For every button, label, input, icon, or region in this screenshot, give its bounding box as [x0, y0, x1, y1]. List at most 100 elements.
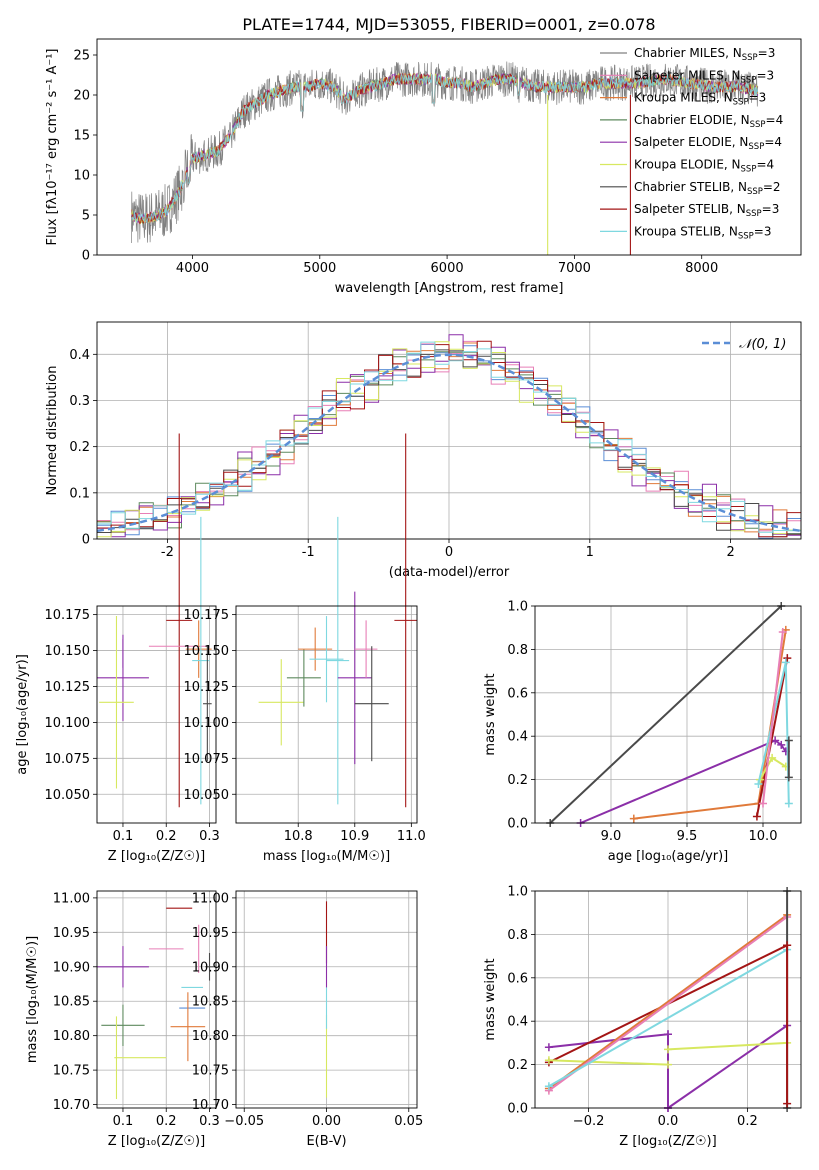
x-tick-label: 9.0 — [601, 829, 622, 844]
y-axis-label: mass [log₁₀(M/M☉)] — [25, 936, 40, 1063]
y-tick-label: 0 — [82, 249, 90, 264]
y-tick-label: 10.80 — [192, 1029, 229, 1044]
plus-marker — [783, 941, 792, 950]
plus-marker — [783, 1099, 792, 1108]
mass_vs_z-frame — [96, 890, 217, 1109]
errorbar-point — [203, 646, 212, 762]
y-tick-label: 0.0 — [507, 1102, 528, 1117]
spectrum-data-line — [131, 61, 759, 244]
y-axis-label: mass weight — [483, 958, 498, 1040]
x-tick-label: 0.00 — [312, 1114, 341, 1129]
x-tick-label: 2 — [726, 545, 734, 560]
series-line-salpeter_miles — [762, 631, 784, 804]
age_vs_mass-points — [258, 433, 417, 808]
y-tick-label: 10.075 — [184, 752, 230, 767]
massweight_vs_z-axes: −0.2 0.0 0.2 0.0 0.2 0.4 0.6 0.8 1.0 Z [log₁₀(Z/Z… — [483, 885, 801, 1149]
mass_vs_z-axes: 0.1 0.2 0.3 10.70 10.75 10.80 10.85 10.90 10.95 1… — [25, 891, 220, 1149]
x-tick-label: −0.2 — [573, 1114, 605, 1129]
plus-marker — [752, 812, 761, 821]
y-tick-label: 0.0 — [507, 817, 528, 832]
x-tick-label: 5000 — [303, 261, 336, 276]
y-tick-label: 10.050 — [184, 788, 230, 803]
errorbar-point — [354, 646, 389, 762]
normal-curve — [97, 353, 801, 533]
spectrum-axes: 4000 5000 6000 7000 8000 0 5 10 15 20 25 wavelength… — [45, 49, 718, 297]
errorbar-point — [298, 627, 333, 671]
y-tick-label: 10.75 — [192, 1064, 229, 1079]
y-tick-label: 10.75 — [53, 1064, 90, 1079]
y-tick-label: 0.2 — [69, 440, 90, 455]
series-line-kroupa_elodie — [667, 1041, 788, 1051]
errorbar-point — [97, 946, 149, 988]
histogram-step-kroupa_stelib — [97, 341, 801, 533]
spectrum-lines — [130, 61, 759, 255]
errorbar-point — [170, 992, 206, 1062]
y-tick-label: 0 — [82, 533, 90, 548]
x-axis-label: mass [log₁₀(M/M☉)] — [263, 849, 390, 864]
age_vs_z-frame — [96, 605, 217, 824]
x-axis-label: wavelength [Angstrom, rest frame] — [335, 281, 564, 296]
x-tick-label: 9.5 — [677, 829, 698, 844]
errorbar-point — [101, 1004, 145, 1046]
y-tick-label: 20 — [73, 89, 90, 104]
x-tick-label: 0.0 — [658, 1114, 679, 1129]
massweight_vs_z-frame — [534, 890, 802, 1109]
spectrum-legend: Chabrier MILES, NSSP=3 Salpeter MILES, NS… — [600, 46, 783, 241]
histogram-series — [97, 334, 801, 539]
plus-marker — [778, 628, 787, 637]
plus-marker — [768, 753, 777, 762]
plus-marker — [783, 654, 792, 663]
x-tick-label: 10.8 — [284, 829, 313, 844]
legend-entry: Chabrier ELODIE, NSSP=4 — [634, 113, 783, 130]
x-axis-label: age [log₁₀(age/yr)] — [608, 849, 729, 864]
y-tick-label: 10.075 — [45, 752, 91, 767]
errorbar-point — [192, 516, 210, 805]
plus-marker — [664, 1060, 672, 1069]
errorbar-point — [258, 659, 304, 746]
y-tick-label: 0.2 — [507, 773, 528, 788]
plus-marker — [777, 740, 786, 749]
y-tick-label: 10.150 — [184, 644, 230, 659]
legend-entry: Salpeter MILES, NSSP=3 — [634, 68, 774, 85]
x-tick-label: 0.1 — [113, 829, 134, 844]
series-line-salpeter_miles — [548, 916, 788, 1092]
y-tick-label: 1.0 — [507, 600, 528, 615]
x-tick-label: -2 — [161, 545, 174, 560]
y-tick-label: 11.00 — [192, 891, 229, 906]
legend-entry: Salpeter STELIB, NSSP=3 — [634, 202, 779, 219]
y-axis-label: Normed distribution — [45, 366, 60, 496]
y-tick-label: 10.90 — [192, 960, 229, 975]
plus-marker — [759, 799, 767, 808]
plus-marker — [664, 1030, 672, 1039]
y-tick-label: 10.175 — [45, 608, 91, 623]
y-tick-label: 1.0 — [507, 885, 528, 900]
legend-entry: Chabrier STELIB, NSSP=2 — [634, 180, 781, 197]
series-line-salpeter_stelib — [755, 657, 789, 817]
x-tick-label: 0 — [445, 545, 453, 560]
spectrum-frame — [96, 38, 802, 256]
x-tick-label: 0.3 — [199, 829, 220, 844]
y-tick-label: 10.100 — [45, 716, 91, 731]
y-tick-label: 10.125 — [45, 680, 91, 695]
y-tick-label: 10.100 — [184, 716, 230, 731]
x-axis-label: E(B-V) — [306, 1134, 346, 1149]
spectrum-model-kroupa_stelib — [131, 73, 759, 224]
plus-marker — [784, 799, 793, 808]
y-tick-label: 10.050 — [45, 788, 91, 803]
series-line-kroupa_miles — [548, 914, 788, 1090]
age_vs_z-axes: 0.1 0.2 0.3 10.050 10.075 10.100 10.125 10.150 1… — [15, 606, 220, 864]
x-tick-label: −0.05 — [224, 1114, 264, 1129]
y-tick-label: 0.1 — [69, 486, 90, 501]
x-axis-label: Z [log₁₀(Z/Z☉)] — [108, 1134, 205, 1149]
series-line-chabrier_stelib — [549, 605, 782, 824]
y-tick-label: 0.3 — [69, 394, 90, 409]
age_vs_mass-frame — [235, 605, 418, 824]
y-tick-label: 10.125 — [184, 680, 230, 695]
x-tick-label: -1 — [302, 545, 315, 560]
errorbar-point — [99, 616, 134, 789]
errorbar-point — [205, 953, 214, 981]
plus-marker — [544, 1043, 553, 1052]
age_vs_mass-axes: 10.8 10.9 11.0 10.050 10.075 10.100 10.125 10.1… — [184, 606, 426, 864]
x-tick-label: 7000 — [558, 261, 591, 276]
